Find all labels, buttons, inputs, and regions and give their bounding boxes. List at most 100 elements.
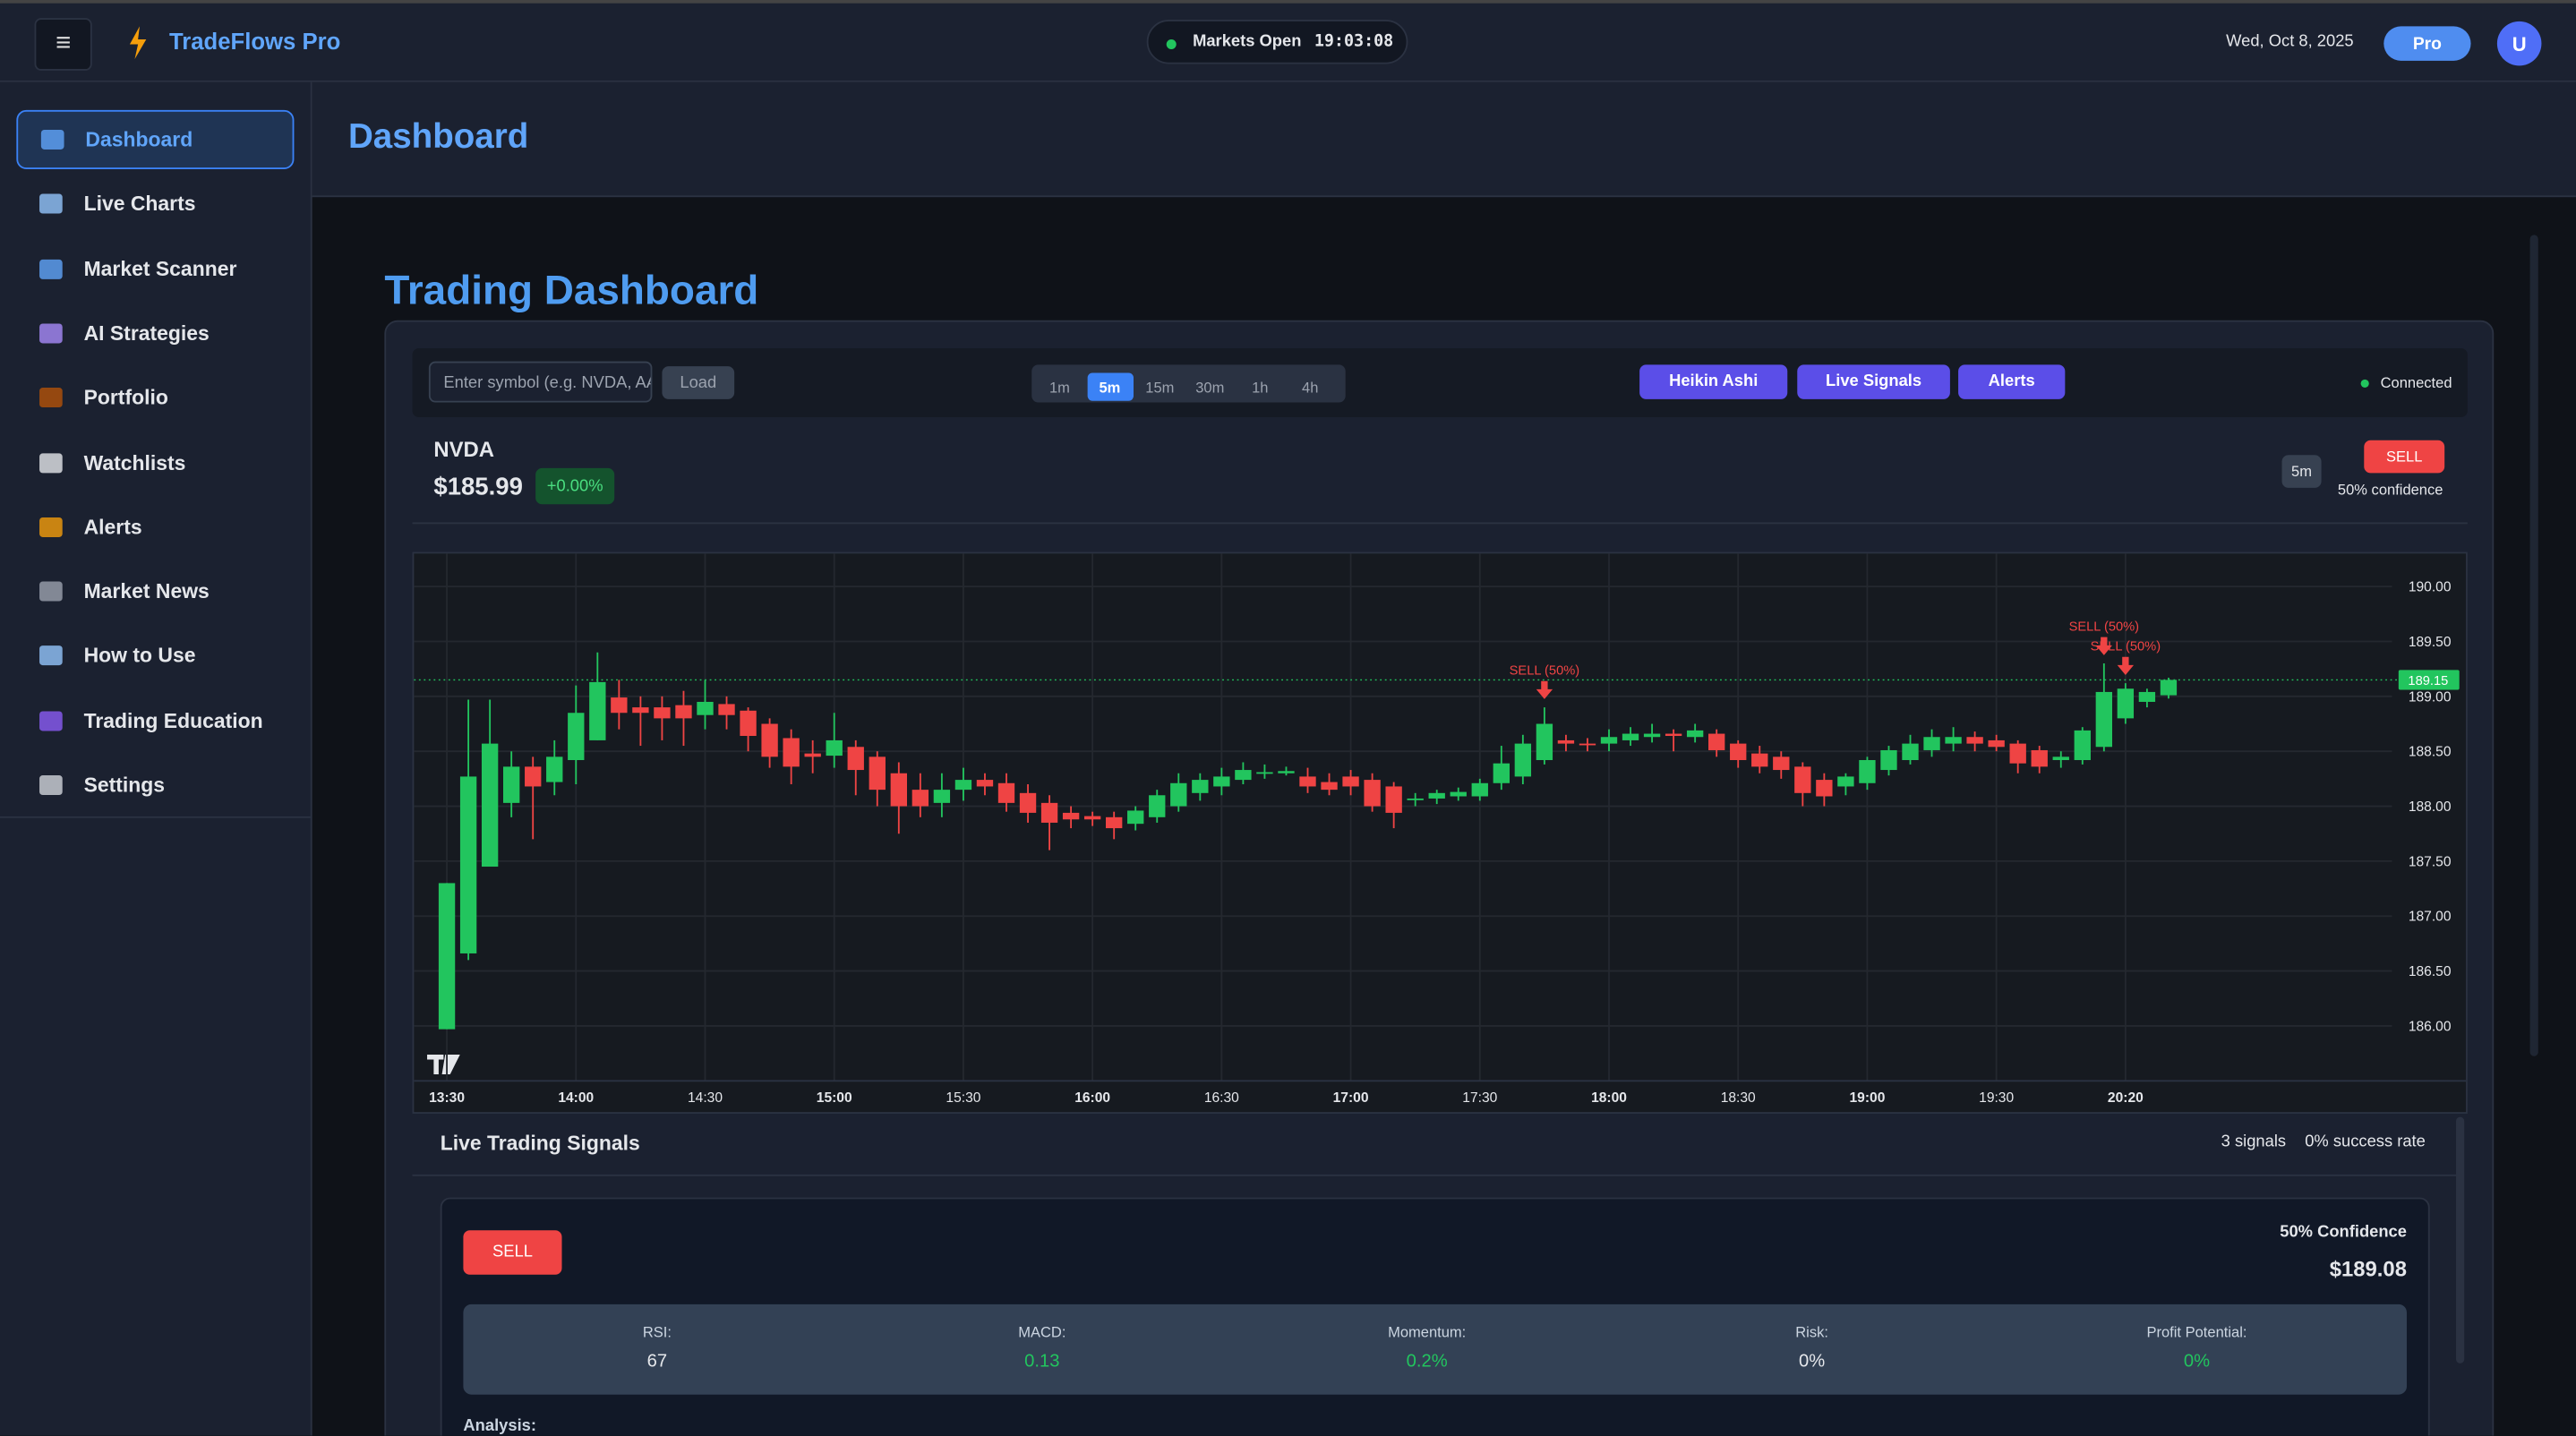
last-price-box	[2398, 670, 2460, 690]
brand-icon	[129, 26, 147, 60]
toolbar-button[interactable]: Alerts	[1958, 364, 2066, 399]
nav-icon	[39, 517, 63, 537]
success-rate: 0% success rate	[2305, 1133, 2426, 1152]
candle-body	[2095, 691, 2113, 748]
nav-item[interactable]: Market News	[16, 562, 294, 621]
nav-item[interactable]: Settings	[16, 756, 294, 815]
candle-body	[1880, 749, 1897, 771]
candle-body	[1428, 792, 1445, 799]
signal-badge: SELL	[2364, 440, 2445, 474]
page-title: Dashboard	[347, 118, 529, 157]
clock: 19:03:08	[1314, 32, 1394, 51]
market-status-text: Markets Open	[1193, 32, 1302, 51]
nav-item[interactable]: Alerts	[16, 498, 294, 557]
metric-value: 0.13	[1024, 1352, 1060, 1372]
candle-body	[1019, 792, 1037, 813]
metrics: RSI: 67 MACD: 0.13 Momentum: 0.2% Risk: 0% Profi…	[463, 1304, 2407, 1395]
nav-icon	[39, 452, 63, 473]
avatar[interactable]: U	[2496, 21, 2542, 66]
candle-body	[826, 739, 843, 756]
menu-button[interactable]: ≡	[34, 18, 92, 71]
signal-card: SELL 50% Confidence $189.08 RSI: 67 MACD: 0…	[440, 1197, 2430, 1436]
candle-body	[1493, 763, 1510, 783]
metric: Profit Potential: 0%	[2003, 1304, 2391, 1395]
nav-item[interactable]: Watchlists	[16, 432, 294, 491]
candle-body	[1062, 812, 1080, 820]
timeframe-button[interactable]: 1m	[1048, 378, 1070, 396]
candle-body	[589, 681, 606, 740]
confidence: 50% confidence	[2337, 481, 2443, 498]
candle-body	[1471, 782, 1488, 797]
nav-item[interactable]: Live Charts	[16, 175, 294, 234]
timeframe-button[interactable]: 1h	[1252, 378, 1269, 396]
plan-badge[interactable]: Pro	[2383, 26, 2471, 61]
metric-value: 67	[646, 1352, 668, 1372]
candle-body	[740, 710, 757, 737]
scrollbar[interactable]	[2456, 1116, 2465, 1363]
timeframe-button[interactable]: 30m	[1195, 378, 1225, 396]
candle-body	[1837, 776, 1854, 787]
y-tick-label: 189.00	[2409, 689, 2452, 705]
scrollbar[interactable]	[2529, 235, 2538, 1056]
candle-body	[1665, 733, 1682, 737]
x-tick-label: 14:30	[688, 1090, 723, 1106]
candle-body	[1299, 776, 1316, 787]
toolbar-button[interactable]: Live Signals	[1797, 364, 1950, 399]
dashboard-panel: Enter symbol (e.g. NVDA, AAPL) Load 1m 5m…	[384, 320, 2495, 1436]
candle-body	[697, 701, 714, 715]
nav-icon	[39, 388, 63, 408]
nav-item[interactable]: Portfolio	[16, 368, 294, 427]
toolbar-button[interactable]: Heikin Ashi	[1639, 364, 1788, 399]
candle-body	[1579, 743, 1596, 746]
symbol-input[interactable]: Enter symbol (e.g. NVDA, AAPL)	[428, 361, 653, 403]
change: +0.00%	[535, 467, 615, 505]
candle-body	[1106, 816, 1123, 829]
candle-body	[1536, 723, 1553, 761]
metric-value: 0.2%	[1406, 1352, 1448, 1372]
candle-body	[1213, 776, 1230, 787]
x-tick-label: 20:20	[2108, 1090, 2144, 1106]
connection-status: Connected	[2380, 374, 2452, 391]
status-dot	[2360, 379, 2369, 389]
x-tick-label: 18:30	[1721, 1090, 1756, 1106]
top-bar: ≡ TradeFlows Pro Markets Open 19:03:08 W…	[0, 0, 2576, 82]
signal-label: SELL (50%)	[2091, 639, 2161, 654]
candle-body	[933, 790, 951, 803]
candle-body	[761, 723, 778, 757]
market-status: Markets Open 19:03:08	[1146, 20, 1408, 64]
nav-icon	[39, 194, 63, 215]
toolbar-buttons: Heikin Ashi Live Signals Alerts	[1639, 364, 2066, 402]
y-tick-label: 186.00	[2409, 1019, 2452, 1034]
nav-icon	[39, 581, 63, 602]
nav-item[interactable]: Dashboard	[16, 109, 295, 169]
y-tick-label: 187.00	[2409, 910, 2452, 925]
divider	[412, 522, 2468, 525]
candle-body	[1321, 782, 1338, 791]
nav-item[interactable]: AI Strategies	[16, 303, 294, 363]
candle-body	[890, 773, 907, 807]
nav-item[interactable]: Trading Education	[16, 691, 294, 750]
nav-item[interactable]: Market Scanner	[16, 239, 294, 298]
x-tick-label: 16:30	[1204, 1090, 1239, 1106]
candle-body	[1730, 743, 1747, 761]
timeframe-group: 1m 5m 15m 30m 1h 4h	[1031, 364, 1346, 403]
candle-body	[2117, 688, 2135, 719]
metric: MACD: 0.13	[848, 1304, 1236, 1395]
timeframe-button[interactable]: 5m	[1086, 372, 1134, 401]
metric-label: RSI:	[642, 1323, 672, 1341]
candle-body	[1923, 737, 1940, 750]
metric-label: Profit Potential:	[2146, 1323, 2247, 1341]
signal-arrow	[1536, 680, 1553, 699]
candle-body	[1966, 737, 1983, 744]
candle-body	[1945, 737, 1962, 744]
timeframe-button[interactable]: 4h	[1302, 378, 1319, 396]
candle-body	[1816, 780, 1833, 797]
timeframe-button[interactable]: 15m	[1145, 378, 1175, 396]
y-tick-label: 189.50	[2409, 635, 2452, 650]
candle-body	[997, 782, 1015, 803]
x-tick-label: 15:00	[817, 1090, 852, 1106]
candle-body	[1794, 766, 1811, 793]
load-button[interactable]: Load	[662, 366, 735, 399]
nav-item[interactable]: How to Use	[16, 627, 294, 686]
